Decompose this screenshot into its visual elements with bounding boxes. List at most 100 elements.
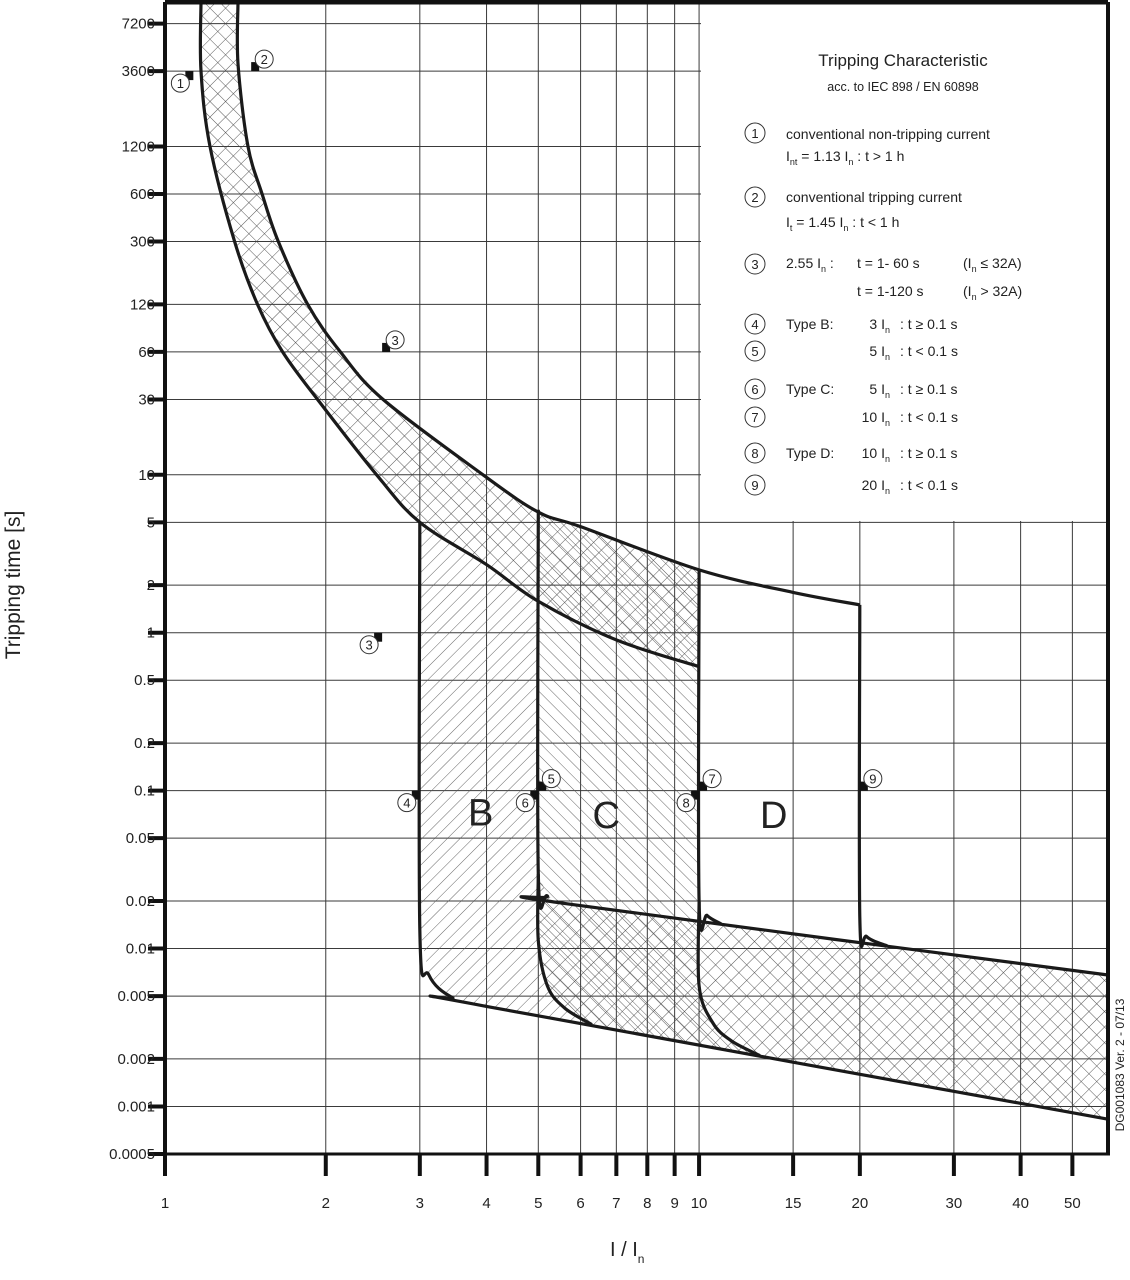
circled-number-icon [744,406,766,428]
legend-number: 8 [751,446,758,461]
annotation-number: 8 [682,796,689,811]
y-tick-label: 3600 [122,63,155,80]
type-b-zone-region [419,522,592,1025]
instantaneous-band-region [538,874,1108,1120]
legend-item-9: 20 In: t < 0.1 s [862,477,958,496]
y-tick-label: 0.5 [134,672,155,689]
y-tick-label: 0.2 [134,735,155,752]
marker-flag-icon [251,62,260,72]
legend-number: 1 [751,126,758,141]
legend-number: 3 [751,257,758,272]
annotation-9: 9 [859,769,883,791]
x-tick-label: 9 [670,1195,678,1212]
circled-number-icon [541,769,561,789]
annotation-4: 4 [397,790,420,813]
x-tick-label: 8 [643,1195,651,1212]
annotation-2: 2 [251,49,274,72]
circled-number-icon [863,769,883,789]
circled-number-icon [744,474,766,496]
annotation-3: 3 [382,330,405,352]
x-tick-label: 1 [161,1195,169,1212]
legend-item-7: 10 In: t < 0.1 s [862,409,958,428]
legend-number: 2 [751,190,758,205]
legend-number: 4 [751,317,758,332]
y-tick-label: 600 [130,186,155,203]
annotations: B C D 1 2 3 3 4 5 6 7 8 9 [170,49,883,837]
legend-number-1: 1 [744,122,766,144]
marker-flag-icon [538,781,547,791]
circled-number-icon [744,122,766,144]
legend-item-4: Type B: 3 In : t ≥ 0.1 s [786,316,957,335]
annotation-1: 1 [170,71,194,93]
annotation-number: 1 [177,76,184,91]
y-tick-label: 5 [147,514,155,531]
zone-label-d: D [760,795,787,837]
annotation-number: 3 [366,638,373,653]
marker-flag-icon [530,790,539,800]
legend-multiple: 10 In [862,445,890,464]
marker-flag-icon [699,781,708,791]
x-tick-label: 40 [1012,1195,1029,1212]
legend-multiple: 5 In [869,381,890,400]
marker-flag-icon [411,790,420,800]
circled-number-icon [170,73,190,93]
circled-number-icon [744,313,766,335]
y-tick-label: 0.0005 [109,1146,155,1163]
legend-condition: : t < 0.1 s [900,409,958,425]
legend-item-3-time-1: t = 1- 60 s [857,255,920,271]
marker-flag-icon [382,342,391,352]
x-tick-label: 7 [612,1195,620,1212]
legend-number: 7 [751,410,758,425]
annotation-number: 2 [261,52,268,67]
document-code: DG001083 Ver. 2 - 07/13 [1113,998,1127,1131]
x-tick-label: 20 [852,1195,869,1212]
legend-item-5: 5 In: t < 0.1 s [869,343,958,362]
x-tick-label: 15 [785,1195,802,1212]
y-tick-label: 0.005 [117,988,155,1005]
legend-condition: : t ≥ 0.1 s [900,445,957,461]
y-tick-label: 0.002 [117,1051,155,1068]
legend-item-1-text: conventional non-tripping current [786,126,990,142]
legend-item-3-time-2: t = 1-120 s [857,283,924,299]
y-tick-label: 0.05 [126,830,155,847]
legend-condition: : t ≥ 0.1 s [900,381,957,397]
marker-flag-icon [691,790,700,800]
x-axis-label: I / In [610,1239,644,1266]
y-tick-label: 120 [130,296,155,313]
circled-number-icon [744,186,766,208]
circled-number-icon [744,340,766,362]
y-tick-label: 7200 [122,16,155,33]
curves [198,1,1109,1121]
y-tick-label: 30 [138,391,155,408]
annotation-number: 3 [392,333,399,348]
circled-number-icon [359,635,379,655]
x-tick-label: 30 [946,1195,963,1212]
circled-number-icon [254,49,274,69]
legend-number-4: 4 [744,313,766,335]
annotation-number: 7 [708,772,715,787]
y-tick-label: 0.1 [134,783,155,800]
legend-type-label: Type C: [786,381,834,397]
y-tick-label: 0.01 [126,941,155,958]
annotation-number: 9 [869,772,876,787]
y-tick-label: 1 [147,625,155,642]
x-tick-label: 50 [1064,1195,1081,1212]
legend-multiple: 3 In [869,316,890,335]
legend-item-6: Type C: 5 In : t ≥ 0.1 s [786,381,957,400]
legend-type-label: Type B: [786,316,833,332]
marker-flag-icon [374,632,383,642]
zone-label-b: B [468,793,493,835]
y-tick-label: 0.001 [117,1098,155,1115]
legend-condition: : t ≥ 0.1 s [900,316,957,332]
circled-number-icon [702,769,722,789]
legend-type-label: Type D: [786,445,834,461]
x-tick-label: 2 [322,1195,330,1212]
legend-item-1-formula: Int = 1.13 In : t > 1 h [786,148,904,167]
y-tick-label: 10 [138,467,155,484]
legend-multiple: 5 In [869,343,890,362]
annotation-5: 5 [538,769,561,791]
marker-flag-icon [859,781,868,791]
legend-number-9: 9 [744,474,766,496]
legend-item-3-multiple: 2.55 In : [786,255,834,274]
